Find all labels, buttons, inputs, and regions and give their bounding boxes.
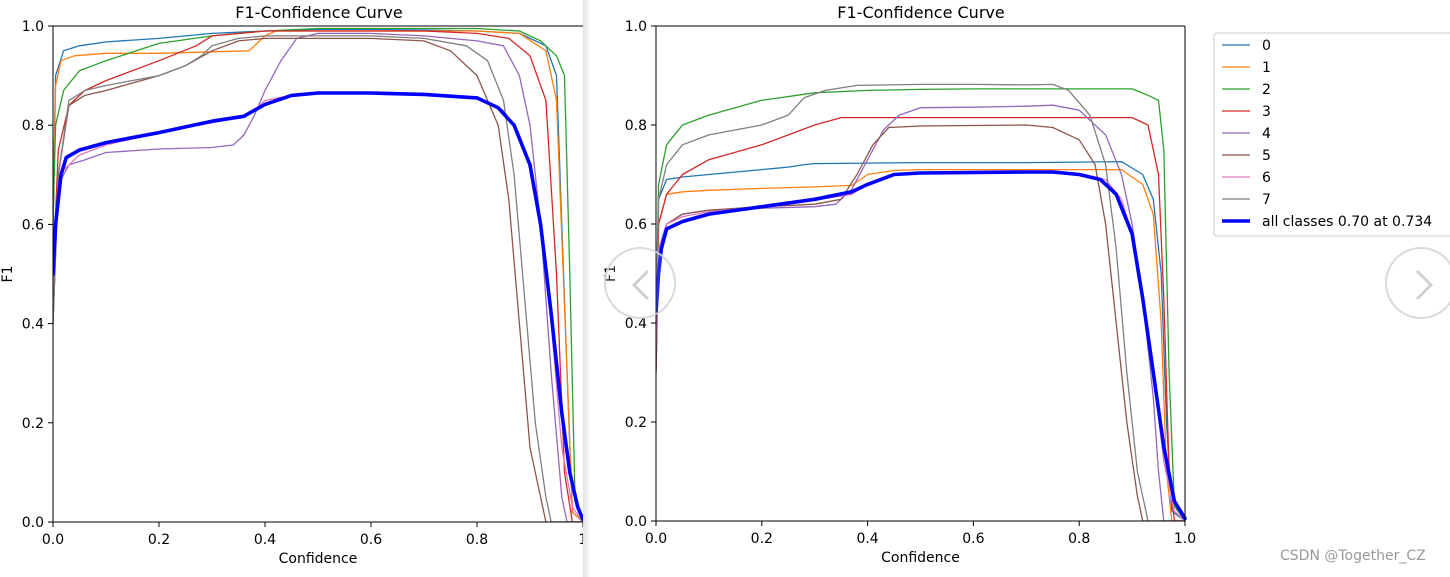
series-line-5: [656, 124, 1186, 521]
series-line-5: [53, 37, 583, 522]
series-line-3: [656, 116, 1186, 521]
series-line-0: [53, 28, 583, 522]
y-axis-label: F1: [0, 266, 16, 283]
chevron-left-icon: [631, 269, 650, 301]
series-line-6: [53, 92, 583, 522]
x-tick-label: 0.0: [645, 531, 667, 547]
x-tick-label: 0.8: [466, 532, 488, 548]
y-tick-label: 0.2: [625, 415, 647, 431]
left-chart-pane: 0.0 0.2 0.4 0.6 0.8 1 0.0 0.2 0.4 0.6 0.8 1.0 F1-Con…: [0, 0, 583, 577]
legend-label-2: 2: [1262, 82, 1271, 98]
legend-box: [1213, 32, 1450, 237]
f1-confidence-chart-right: 0.0 0.2 0.4 0.6 0.8 1.0 0.0 0.2 0.4 0.6 0.8 1.0 F1-C…: [603, 3, 1450, 566]
x-axis-label: Confidence: [881, 550, 960, 566]
x-tick-label: 0.6: [962, 531, 984, 547]
chevron-right-icon: [1415, 269, 1434, 301]
legend-label-all-classes: all classes 0.70 at 0.734: [1262, 214, 1432, 230]
legend-label-0: 0: [1262, 38, 1271, 54]
series-line-1: [656, 168, 1186, 521]
y-tick-label: 0.8: [22, 118, 44, 134]
y-tick-label: 0.2: [22, 416, 44, 432]
y-tick-label: 0.4: [22, 317, 44, 333]
legend-label-3: 3: [1262, 104, 1271, 120]
series-line-2: [53, 27, 583, 522]
right-chart-pane: 0.0 0.2 0.4 0.6 0.8 1.0 0.0 0.2 0.4 0.6 0.8 1.0 F1-C…: [595, 0, 1450, 577]
y-tick-label: 0.0: [22, 515, 44, 531]
x-tick-label: 1: [579, 532, 583, 548]
series-line-7: [53, 35, 583, 522]
y-tick-label: 0.6: [625, 217, 647, 233]
legend-label-7: 7: [1262, 192, 1271, 208]
series-line-all-classes: [53, 91, 583, 522]
watermark-text: CSDN @Together_CZ: [1280, 548, 1426, 564]
pane-divider-shadow: [583, 0, 591, 577]
series-line-2: [656, 88, 1186, 521]
x-tick-label: 0.6: [360, 532, 382, 548]
series-line-4: [53, 32, 583, 522]
chart-title: F1-Confidence Curve: [837, 3, 1004, 22]
legend-label-5: 5: [1262, 148, 1271, 164]
series-line-7: [656, 83, 1186, 521]
legend-label-1: 1: [1262, 60, 1271, 76]
x-tick-label: 0.4: [856, 531, 878, 547]
prev-image-button[interactable]: [604, 247, 676, 319]
y-tick-label: 0.8: [625, 118, 647, 134]
series-line-3: [53, 30, 583, 522]
legend: 0 1 2 3 4 5 6 7 all classes 0.70 at 0.734: [1213, 32, 1450, 237]
x-tick-label: 1.0: [1174, 531, 1196, 547]
next-image-button[interactable]: [1385, 247, 1450, 319]
y-tick-label: 0.6: [22, 217, 44, 233]
x-tick-label: 0.0: [42, 532, 64, 548]
x-tick-label: 0.4: [254, 532, 276, 548]
f1-confidence-chart-left: 0.0 0.2 0.4 0.6 0.8 1 0.0 0.2 0.4 0.6 0.8 1.0 F1-Con…: [0, 3, 583, 567]
series-group: [53, 27, 583, 522]
y-tick-label: 0.4: [625, 316, 647, 332]
y-tick-label: 0.0: [625, 514, 647, 530]
x-tick-label: 0.2: [148, 532, 170, 548]
chart-title: F1-Confidence Curve: [235, 3, 402, 22]
x-axis-label: Confidence: [279, 551, 358, 567]
legend-label-4: 4: [1262, 126, 1271, 142]
series-line-0: [656, 160, 1186, 521]
series-line-all-classes: [656, 170, 1187, 521]
series-group: [656, 83, 1187, 521]
x-tick-label: 0.8: [1068, 531, 1090, 547]
y-tick-label: 1.0: [22, 19, 44, 35]
legend-label-6: 6: [1262, 170, 1271, 186]
x-tick-label: 0.2: [751, 531, 773, 547]
y-tick-label: 1.0: [625, 19, 647, 35]
